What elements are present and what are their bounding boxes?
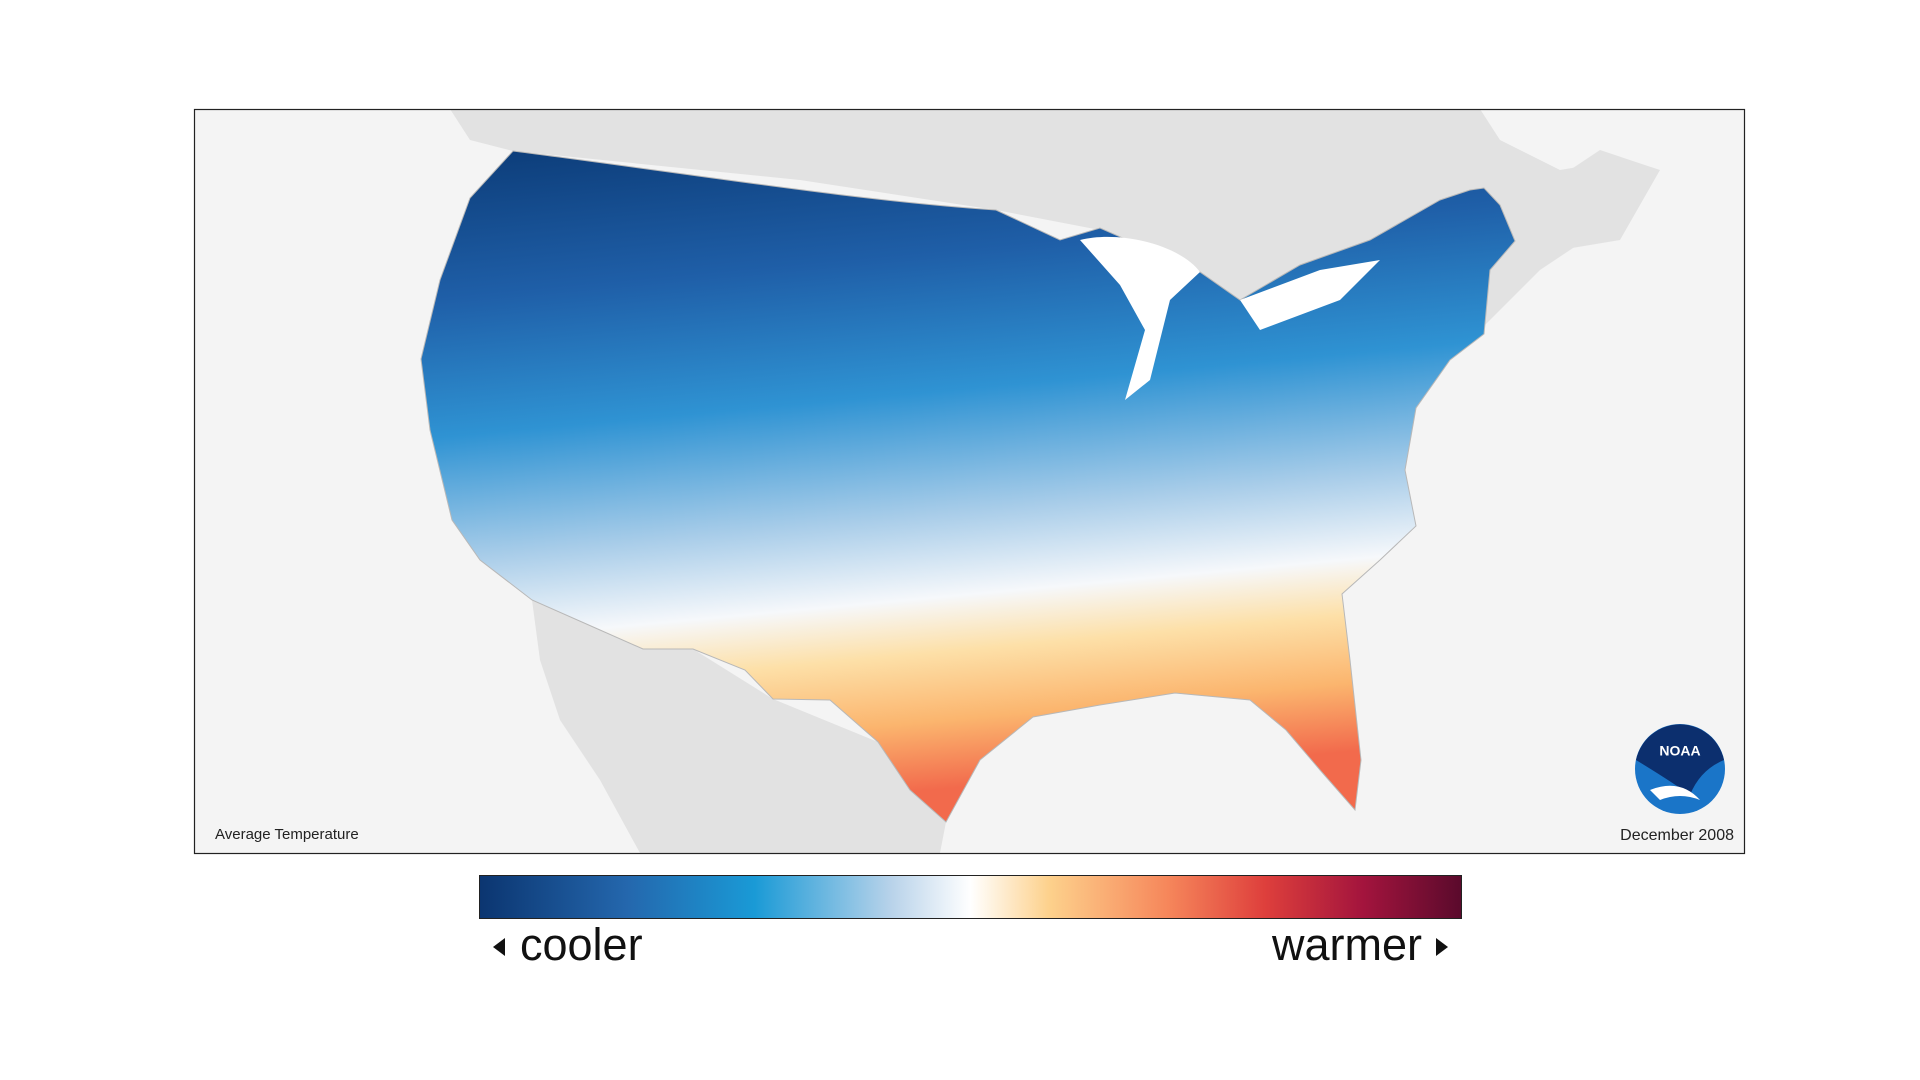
logo-text: NOAA (1659, 743, 1700, 759)
warmer-arrow (1436, 938, 1448, 956)
great-lakes (1080, 236, 1200, 400)
conus-temperature (420, 150, 1516, 823)
cooler-arrow (493, 938, 505, 956)
map-frame (193, 108, 1746, 855)
logo-top (1636, 724, 1724, 795)
maritimes-land (1540, 150, 1660, 250)
map-title: Average Temperature (215, 826, 359, 843)
logo-bird (1650, 785, 1700, 800)
lake-ontario-erie (1240, 260, 1380, 330)
high-label: warmer (1271, 919, 1422, 970)
low-label: cooler (520, 919, 643, 970)
noaa-logo: NOAA (1635, 724, 1725, 814)
map-area (194, 109, 1744, 853)
mexico-land (532, 600, 946, 853)
map-date: December 2008 (1620, 827, 1734, 844)
color-scale (479, 875, 1462, 919)
